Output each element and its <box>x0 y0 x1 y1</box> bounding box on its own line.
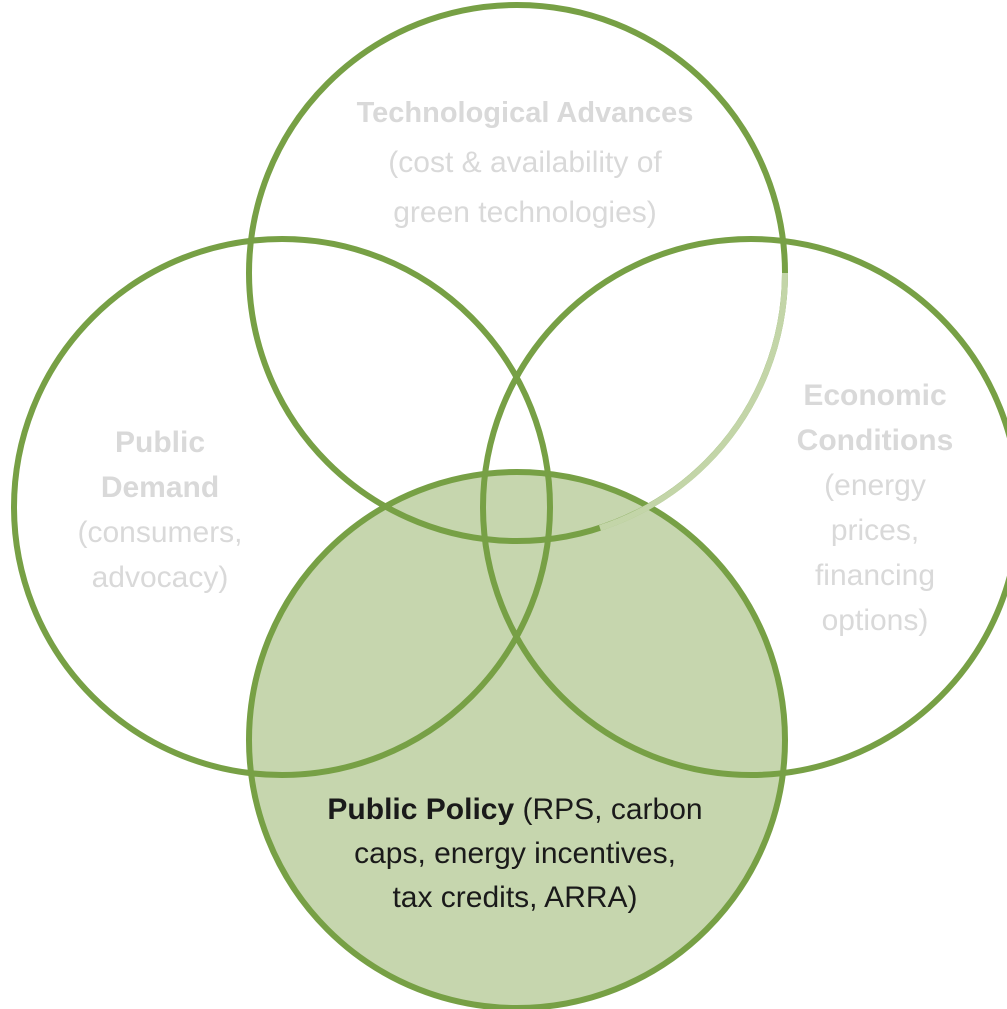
public-demand-title-1: Public <box>114 426 205 459</box>
public-policy-detail-2: caps, energy incentives, <box>354 837 676 870</box>
public-policy-detail-3: tax credits, ARRA) <box>392 881 638 914</box>
economic-conditions-detail-3: financing <box>814 559 936 592</box>
public-demand-label: Public Demand (consumers, advocacy) <box>40 420 280 600</box>
economic-conditions-label: Economic Conditions (energy prices, fina… <box>770 373 980 643</box>
public-policy-circle-fill <box>249 472 785 1008</box>
public-policy-title: Public Policy <box>327 793 515 826</box>
public-demand-detail-2: advocacy) <box>91 561 229 594</box>
economic-conditions-detail-2: prices, <box>830 514 920 547</box>
public-policy-circle <box>246 469 788 1009</box>
public-demand-circle <box>11 236 553 778</box>
technological-advances-detail-2: green technologies) <box>393 196 657 229</box>
technological-advances-detail-1: (cost & availability of <box>388 146 662 179</box>
economic-conditions-circle <box>480 236 1007 778</box>
economic-conditions-title-2: Conditions <box>796 424 954 457</box>
public-policy-detail-1: (RPS, carbon <box>514 793 703 826</box>
public-demand-detail-1: (consumers, <box>77 516 243 549</box>
economic-conditions-detail-4: options) <box>821 604 929 637</box>
technological-circle-faded-arc <box>599 272 789 531</box>
public-policy-line-1: Public Policy (RPS, carbon <box>300 788 730 832</box>
economic-conditions-title-1: Economic <box>803 379 947 412</box>
public-demand-title-2: Demand <box>100 471 220 504</box>
technological-advances-title: Technological Advances <box>356 97 694 129</box>
technological-advances-label: Technological Advances (cost & availabil… <box>310 88 740 238</box>
public-policy-label: Public Policy (RPS, carbon caps, energy … <box>300 788 730 920</box>
economic-conditions-detail-1: (energy <box>824 469 926 502</box>
